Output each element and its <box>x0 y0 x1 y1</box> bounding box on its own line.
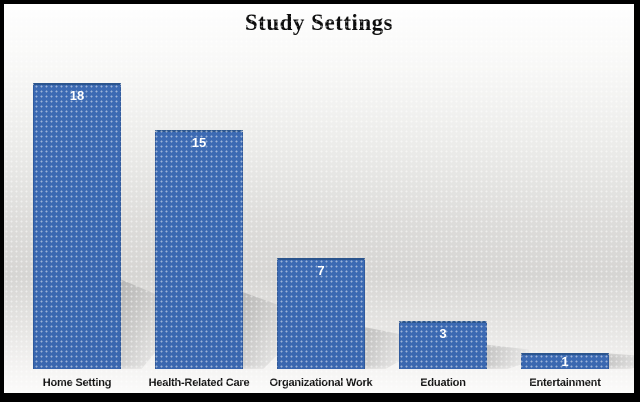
chart-title: Study Settings <box>244 10 394 35</box>
bar: 3 <box>399 321 487 369</box>
bar: 7 <box>277 258 365 369</box>
category-label: Home Setting <box>42 377 112 389</box>
category-label: Health-Related Care <box>148 377 250 389</box>
category-label: Organizational Work <box>269 377 373 389</box>
bar-value-label: 15 <box>191 135 207 150</box>
category-label: Entertainment <box>529 377 601 389</box>
bar-value-label: 18 <box>69 88 85 103</box>
bar-shadow <box>603 353 634 369</box>
bar-value-label: 1 <box>561 354 569 369</box>
bar-value-label: 7 <box>317 263 325 278</box>
bar: 15 <box>155 130 243 369</box>
bar: 18 <box>33 83 121 369</box>
category-label: Eduation <box>420 377 466 389</box>
bar: 1 <box>521 353 609 369</box>
plot-area: 18 Home Setting 15 Health-Related Care 7 Orga… <box>4 4 634 393</box>
bar-value-label: 3 <box>439 326 447 341</box>
